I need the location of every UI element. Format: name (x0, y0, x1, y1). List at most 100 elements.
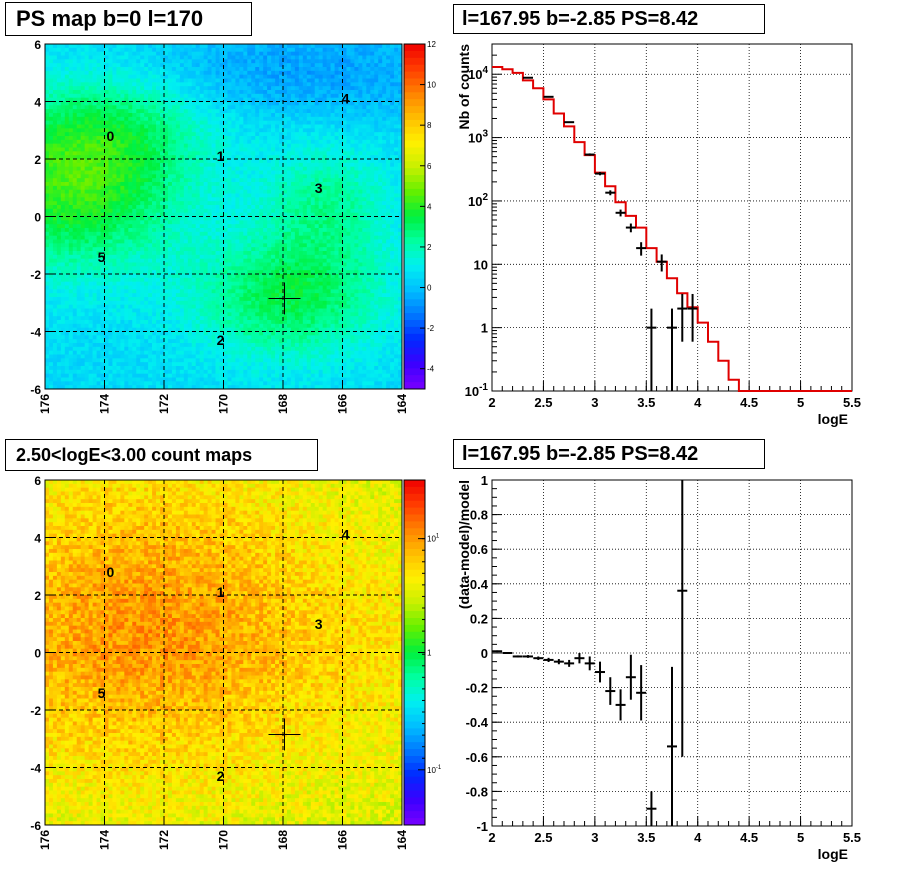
colorbar-segment (404, 99, 425, 106)
colorbar-segment (404, 58, 425, 65)
colorbar-segment (404, 542, 425, 549)
colorbar-segment (404, 217, 425, 224)
x-tick-label: 174 (98, 394, 112, 414)
y-tick-label: 2 (34, 153, 41, 167)
colorbar-tick-label: 10-1 (427, 765, 442, 775)
colorbar-segment (404, 355, 425, 362)
x-tick-label: 3.5 (637, 395, 655, 410)
source-label-5: 5 (98, 249, 106, 265)
y-tick-label: 0.8 (470, 508, 488, 523)
source-label-1: 1 (217, 584, 225, 600)
x-tick-label: 172 (157, 830, 171, 850)
y-tick-label: 2 (34, 589, 41, 603)
colorbar-segment (404, 65, 425, 72)
colorbar-segment (404, 556, 425, 563)
colorbar-tick-label: 2 (427, 243, 432, 252)
x-tick-label: 170 (217, 830, 231, 850)
colorbar-segment (404, 299, 425, 306)
colorbar-segment (404, 722, 425, 729)
colorbar-tick-label: 6 (427, 162, 432, 171)
colorbar-segment (404, 161, 425, 168)
source-label-2: 2 (217, 332, 225, 348)
colorbar-segment (404, 680, 425, 687)
y-tick-label: 0.6 (470, 542, 488, 557)
colorbar-segment (404, 272, 425, 279)
y-tick-label: 10-1 (465, 382, 489, 399)
colorbar-segment (404, 148, 425, 155)
colorbar-segment (404, 618, 425, 625)
x-tick-label: 3 (591, 830, 598, 845)
colorbar-segment (404, 487, 425, 494)
colorbar-segment (404, 777, 425, 784)
colorbar-segment (404, 230, 425, 237)
colorbar-segment (404, 72, 425, 79)
colorbar-segment (404, 265, 425, 272)
colorbar-segment (404, 646, 425, 653)
x-tick-label: 168 (276, 830, 290, 850)
x-tick-label: 4.5 (740, 395, 758, 410)
colorbar-segment (404, 313, 425, 320)
data-points (523, 77, 698, 391)
colorbar-segment (404, 258, 425, 265)
colorbar-segment (404, 196, 425, 203)
colorbar-segment (404, 653, 425, 660)
colorbar-segment (404, 742, 425, 749)
colorbar-segment (404, 791, 425, 798)
colorbar-segment (404, 590, 425, 597)
y-axis-label: Nb of counts (456, 44, 472, 130)
y-tick-label: 1 (481, 321, 488, 336)
colorbar-segment (404, 341, 425, 348)
x-tick-label: 4.5 (740, 830, 758, 845)
colorbar-segment (404, 584, 425, 591)
colorbar-segment (404, 134, 425, 141)
colorbar-segment (404, 141, 425, 148)
source-label-0: 0 (107, 564, 115, 580)
colorbar-segment (404, 521, 425, 528)
colorbar-segment (404, 51, 425, 58)
colorbar-segment (404, 763, 425, 770)
x-tick-label: 164 (395, 830, 409, 850)
colorbar-tick-label: -2 (427, 324, 435, 333)
x-axis-label: logE (818, 846, 848, 862)
ps-map-title: PS map b=0 l=170 (5, 2, 252, 36)
x-tick-label: 164 (395, 394, 409, 414)
y-tick-label: 6 (34, 38, 41, 52)
y-tick-label: -2 (30, 704, 41, 718)
colorbar-segment (404, 44, 425, 51)
x-tick-label: 176 (38, 394, 52, 414)
colorbar-segment (404, 92, 425, 99)
x-tick-label: 5 (797, 395, 804, 410)
colorbar-segment (404, 804, 425, 811)
x-tick-label: 5 (797, 830, 804, 845)
source-label-3: 3 (315, 180, 323, 196)
x-tick-label: 3 (591, 395, 598, 410)
source-label-4: 4 (342, 91, 350, 107)
y-tick-label: 6 (34, 474, 41, 488)
colorbar-segment (404, 632, 425, 639)
colorbar-segment (404, 223, 425, 230)
colorbar-tick-label: 101 (427, 534, 440, 544)
colorbar-segment (404, 604, 425, 611)
x-tick-label: 2.5 (534, 830, 552, 845)
colorbar-segment (404, 334, 425, 341)
colorbar-segment (404, 570, 425, 577)
colorbar-segment (404, 292, 425, 299)
x-tick-label: 168 (276, 394, 290, 414)
colorbar-segment (404, 508, 425, 515)
y-axis-label: (data-model)/model (456, 480, 472, 609)
y-tick-label: -4 (30, 762, 41, 776)
y-tick-label: -4 (30, 326, 41, 340)
x-tick-label: 4 (694, 395, 702, 410)
y-tick-label: 0 (34, 211, 41, 225)
y-tick-label: 0.2 (470, 611, 488, 626)
colorbar-segment (404, 237, 425, 244)
x-tick-label: 172 (157, 394, 171, 414)
y-tick-label: 1 (481, 473, 488, 488)
residual-points (492, 480, 687, 826)
colorbar-segment (404, 375, 425, 382)
colorbar-segment (404, 175, 425, 182)
y-tick-label: -0.4 (466, 715, 489, 730)
